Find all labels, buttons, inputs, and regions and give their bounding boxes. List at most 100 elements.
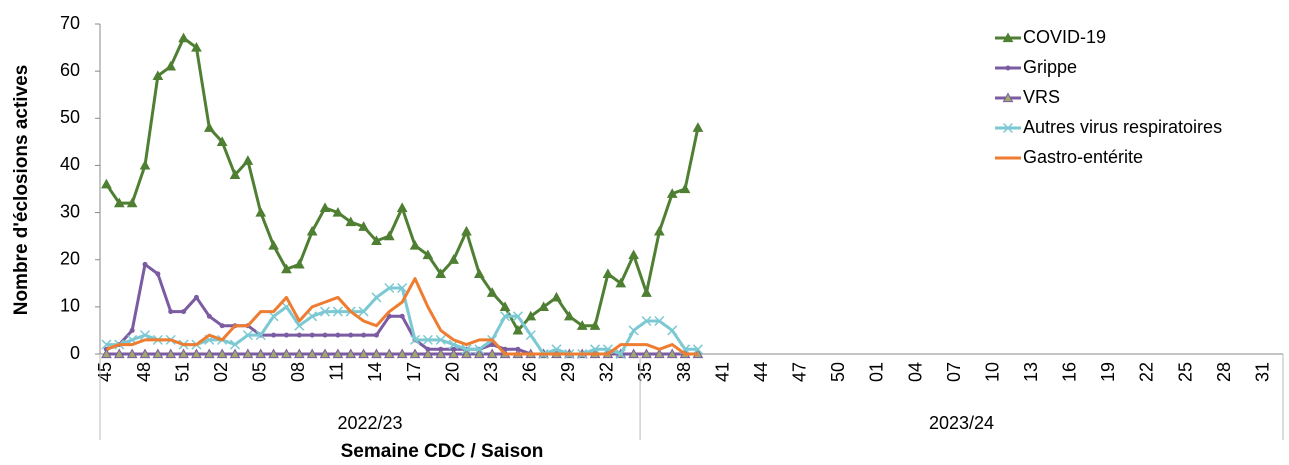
- data-point: [628, 249, 639, 260]
- y-tick-label: 40: [60, 154, 80, 174]
- data-point: [383, 230, 395, 241]
- data-point: [281, 348, 292, 359]
- data-point: [152, 70, 164, 80]
- y-tick-label: 30: [60, 201, 80, 221]
- data-point: [126, 348, 138, 359]
- data-point: [396, 348, 408, 359]
- x-tick-label: 50: [828, 362, 848, 382]
- data-point: [281, 263, 292, 274]
- data-point: [319, 202, 331, 212]
- y-tick-label: 70: [60, 13, 80, 33]
- data-point: [397, 282, 408, 294]
- data-point: [448, 254, 459, 264]
- data-point: [422, 249, 434, 260]
- data-point: [615, 348, 626, 360]
- data-point: [525, 330, 536, 341]
- data-point: [268, 348, 279, 359]
- data-point: [229, 339, 241, 350]
- y-tick-label: 60: [60, 60, 80, 80]
- data-point: [345, 348, 357, 359]
- data-point: [306, 225, 318, 236]
- series: [101, 282, 703, 360]
- x-tick-label: 41: [712, 362, 732, 382]
- data-point: [203, 122, 215, 132]
- data-point: [654, 348, 665, 359]
- x-tick-label: 45: [95, 362, 115, 382]
- x-tick-label: 05: [249, 362, 269, 382]
- x-axis-title: Semaine CDC / Saison: [341, 441, 544, 462]
- data-point: [486, 348, 498, 359]
- data-point: [296, 332, 302, 338]
- data-point: [216, 136, 228, 146]
- data-point: [203, 348, 215, 359]
- data-point: [361, 332, 367, 338]
- x-tick-label: 32: [597, 362, 617, 382]
- data-point: [500, 311, 511, 322]
- y-axis-title: Nombre d'éclosions actives: [11, 65, 32, 316]
- data-point: [538, 301, 549, 311]
- data-point: [322, 332, 328, 338]
- data-point: [332, 348, 344, 359]
- x-tick-label: 25: [1175, 362, 1195, 382]
- data-point: [486, 287, 498, 297]
- data-point: [448, 348, 459, 359]
- legend-marker: [1002, 32, 1014, 43]
- x-tick-label: 10: [982, 362, 1002, 382]
- data-point: [191, 348, 202, 359]
- data-point: [383, 348, 395, 359]
- data-point: [319, 348, 331, 359]
- data-point: [435, 268, 447, 278]
- data-point: [667, 325, 678, 336]
- x-tick-label: 07: [944, 362, 964, 382]
- data-point: [628, 348, 639, 359]
- data-point: [255, 330, 266, 341]
- data-point: [615, 277, 627, 288]
- x-tick-label: 08: [288, 362, 308, 382]
- legend-marker: [1002, 122, 1014, 134]
- data-point: [206, 313, 212, 319]
- data-point: [576, 320, 588, 330]
- data-point: [348, 332, 354, 338]
- data-point: [371, 348, 382, 359]
- x-tick-label: 19: [1098, 362, 1118, 382]
- data-point: [461, 225, 472, 236]
- data-point: [654, 225, 665, 236]
- data-point: [101, 348, 112, 359]
- x-tick-label: 51: [172, 362, 192, 382]
- group-label: 2023/24: [929, 413, 994, 433]
- data-point: [294, 320, 305, 331]
- data-point: [358, 306, 369, 317]
- series: [105, 277, 698, 356]
- legend-label: Grippe: [1023, 57, 1077, 77]
- x-tick-label: 44: [751, 362, 771, 382]
- data-point: [271, 332, 277, 338]
- data-point: [255, 348, 267, 359]
- x-tick-label: 20: [442, 362, 462, 382]
- data-point: [551, 291, 562, 302]
- data-point: [435, 334, 446, 345]
- x-tick-label: 14: [365, 362, 385, 382]
- data-point: [283, 332, 289, 338]
- data-point: [461, 344, 472, 355]
- data-point: [319, 306, 331, 317]
- data-point: [229, 348, 241, 359]
- data-point: [435, 348, 447, 359]
- legend-label: Gastro-entérite: [1023, 147, 1143, 167]
- data-point: [242, 348, 254, 359]
- data-point: [101, 178, 112, 189]
- data-point: [113, 348, 125, 359]
- data-point: [666, 188, 678, 198]
- legend-label: Autres virus respiratoires: [1023, 117, 1222, 137]
- data-point: [590, 344, 601, 355]
- x-tick-label: 01: [867, 362, 887, 382]
- data-point: [268, 240, 279, 250]
- x-tick-label: 47: [790, 362, 810, 382]
- x-tick-label: 29: [558, 362, 578, 382]
- data-point: [602, 268, 614, 278]
- y-tick-label: 10: [60, 296, 80, 316]
- x-tick-label: 35: [635, 362, 655, 382]
- data-point: [641, 315, 652, 327]
- data-point: [191, 42, 202, 52]
